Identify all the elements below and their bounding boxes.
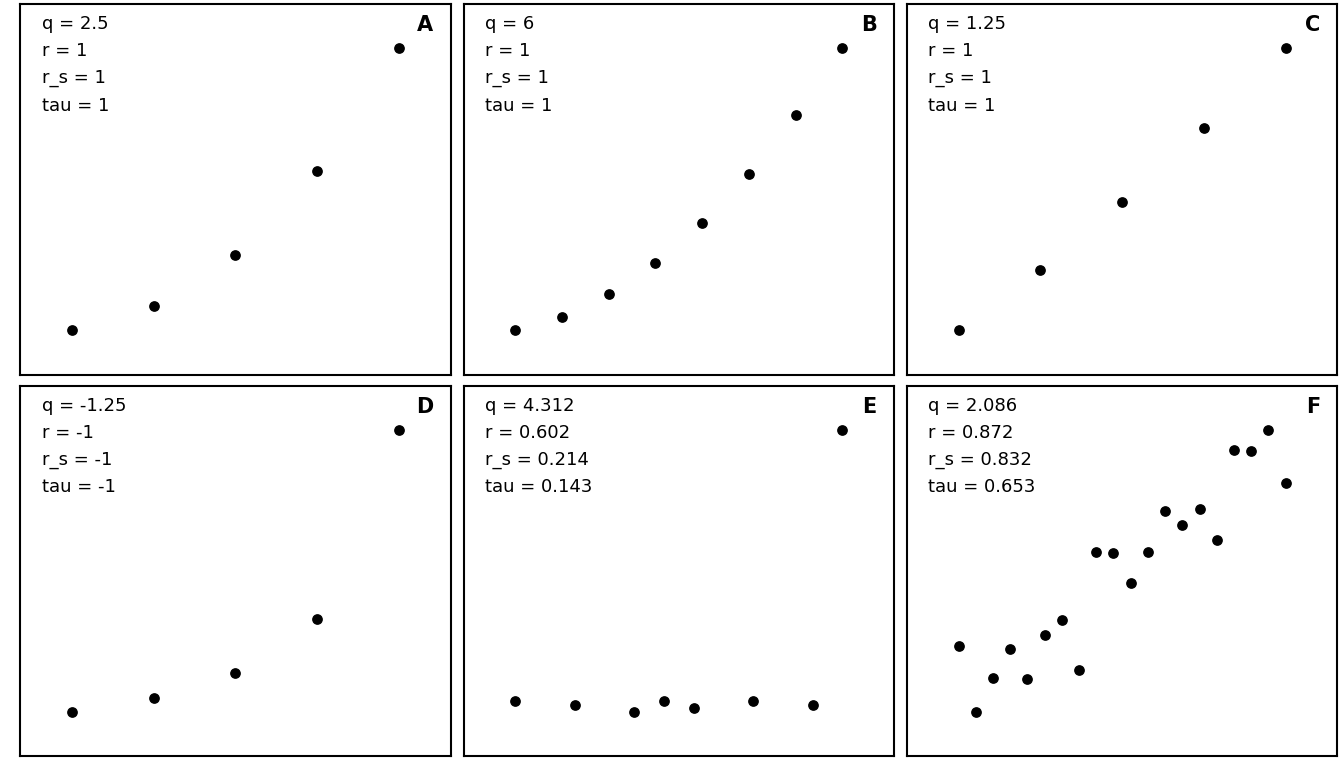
Text: q = -1.25
r = -1
r_s = -1
tau = -1: q = -1.25 r = -1 r_s = -1 tau = -1 <box>42 397 126 496</box>
Text: q = 1.25
r = 1
r_s = 1
tau = 1: q = 1.25 r = 1 r_s = 1 tau = 1 <box>929 15 1007 114</box>
Point <box>832 424 853 436</box>
Text: q = 2.086
r = 0.872
r_s = 0.832
tau = 0.653: q = 2.086 r = 0.872 r_s = 0.832 tau = 0.… <box>929 397 1036 496</box>
Text: C: C <box>1305 15 1320 35</box>
Point <box>60 324 82 336</box>
Point <box>224 667 246 679</box>
Point <box>1137 545 1159 558</box>
Point <box>1172 519 1193 531</box>
Point <box>142 300 164 313</box>
Text: q = 4.312
r = 0.602
r_s = 0.214
tau = 0.143: q = 4.312 r = 0.602 r_s = 0.214 tau = 0.… <box>485 397 593 496</box>
Point <box>598 288 620 300</box>
Point <box>1068 664 1090 677</box>
Point <box>1206 534 1227 546</box>
Text: q = 2.5
r = 1
r_s = 1
tau = 1: q = 2.5 r = 1 r_s = 1 tau = 1 <box>42 15 109 114</box>
Point <box>738 167 759 180</box>
Point <box>1275 476 1297 488</box>
Point <box>832 42 853 55</box>
Point <box>624 706 645 718</box>
Point <box>1120 578 1141 590</box>
Point <box>802 699 824 711</box>
Point <box>785 109 806 121</box>
Point <box>1030 264 1051 276</box>
Point <box>1086 546 1107 558</box>
Point <box>564 699 586 711</box>
Point <box>683 702 704 714</box>
Point <box>948 324 969 336</box>
Point <box>1241 445 1262 457</box>
Point <box>142 692 164 704</box>
Point <box>1154 505 1176 518</box>
Point <box>1111 196 1133 208</box>
Point <box>1189 503 1211 515</box>
Point <box>60 706 82 718</box>
Point <box>224 249 246 261</box>
Point <box>388 424 410 436</box>
Point <box>1193 121 1215 134</box>
Point <box>965 706 986 718</box>
Point <box>504 324 526 336</box>
Point <box>1102 546 1124 558</box>
Point <box>645 257 667 269</box>
Point <box>306 613 328 625</box>
Point <box>551 310 573 323</box>
Point <box>306 165 328 177</box>
Point <box>504 695 526 707</box>
Point <box>653 695 675 707</box>
Point <box>948 641 969 653</box>
Text: A: A <box>417 15 433 35</box>
Text: F: F <box>1306 397 1320 417</box>
Text: D: D <box>417 397 433 417</box>
Text: B: B <box>862 15 876 35</box>
Text: q = 6
r = 1
r_s = 1
tau = 1: q = 6 r = 1 r_s = 1 tau = 1 <box>485 15 552 114</box>
Point <box>691 217 712 229</box>
Point <box>742 695 763 707</box>
Point <box>1223 443 1245 455</box>
Point <box>388 42 410 55</box>
Point <box>1051 614 1073 626</box>
Point <box>1016 673 1038 685</box>
Point <box>1275 42 1297 55</box>
Point <box>982 672 1004 684</box>
Text: E: E <box>863 397 876 417</box>
Point <box>1034 628 1055 641</box>
Point <box>1000 644 1021 656</box>
Point <box>1258 424 1279 436</box>
